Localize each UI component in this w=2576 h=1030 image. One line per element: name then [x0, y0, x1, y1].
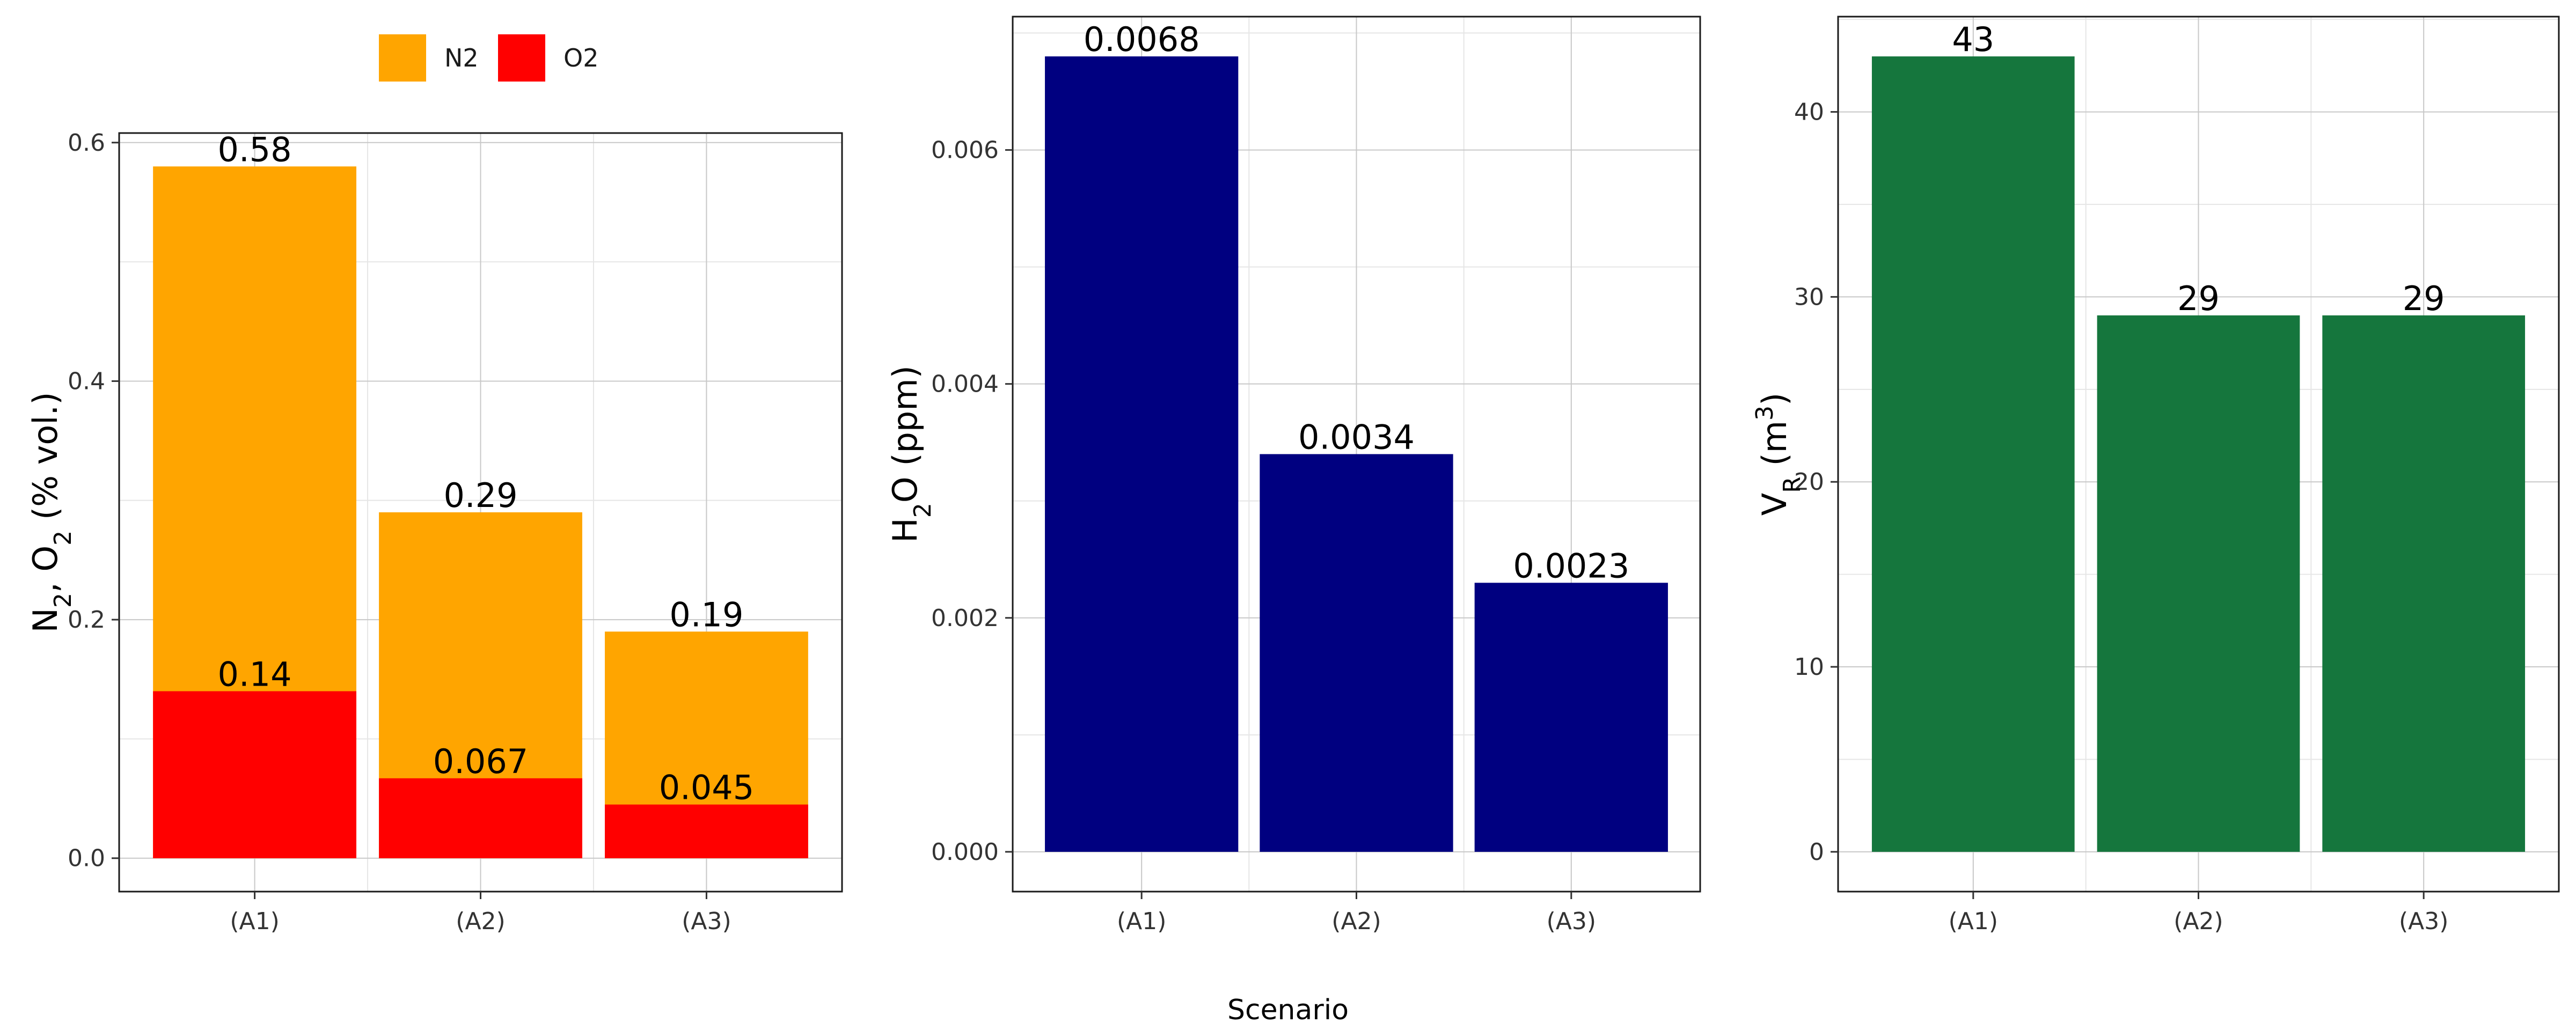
y-tick-label: 0.002 [931, 605, 999, 632]
x-tick-label: (A1) [1949, 908, 1998, 935]
data-label: 29 [2177, 279, 2220, 318]
bar-series0-2 [1474, 583, 1668, 852]
x-tick-label: (A1) [1117, 908, 1166, 935]
x-tick-label: (A1) [230, 908, 279, 935]
bar-o2-1 [379, 778, 582, 858]
x-tick-label: (A2) [2174, 908, 2223, 935]
y-tick-label: 0.0 [68, 845, 105, 872]
y-tick-label: 0.6 [68, 129, 105, 157]
bar-o2-2 [605, 804, 808, 858]
bar-series0-0 [1871, 56, 2075, 852]
legend-label-o2: O2 [564, 43, 598, 72]
legend-label-n2: N2 [444, 43, 479, 72]
y-tick-label: 30 [1794, 283, 1824, 311]
x-tick-label: (A2) [1331, 908, 1381, 935]
data-label: 0.14 [218, 654, 292, 694]
y-tick-label: 0.2 [68, 606, 105, 634]
data-label: 0.067 [433, 742, 529, 781]
y-tick-label: 0.4 [68, 367, 105, 395]
x-tick-label: (A3) [682, 908, 731, 935]
y-tick-label: 10 [1794, 653, 1824, 681]
bar-series0-0 [1045, 56, 1239, 852]
y-axis-title: N2, O2 (% vol.) [26, 392, 77, 633]
legend-swatch-o2 [498, 34, 545, 82]
y-tick-label: 0.000 [931, 838, 999, 866]
data-label: 43 [1952, 20, 1994, 59]
x-tick-label: (A3) [1547, 908, 1596, 935]
x-tick-label: (A2) [456, 908, 505, 935]
data-label: 29 [2403, 279, 2445, 318]
legend: N2 O2 [379, 34, 598, 82]
x-tick-label: (A3) [2399, 908, 2448, 935]
y-tick-label: 20 [1794, 468, 1824, 496]
y-axis-title: VR (m3) [1751, 393, 1806, 516]
y-tick-label: 0.004 [931, 371, 999, 398]
data-label: 0.0068 [1084, 20, 1200, 59]
data-label: 0.19 [669, 595, 743, 634]
data-label: 0.045 [659, 768, 755, 807]
panel-n2-o2: 0.58 0.29 0.19 0.14 0.067 0.045 0.0 0.2 0.4 0.6 (A… [26, 129, 843, 935]
panel-vr: 43 29 29 0 10 20 30 40 (A1) (A2) (A3) VR (m3) [1751, 16, 2560, 935]
bar-series0-1 [2097, 315, 2300, 852]
bar-series0-2 [2322, 315, 2526, 852]
y-tick-label: 0 [1809, 838, 1824, 866]
legend-swatch-n2 [379, 34, 426, 82]
bar-series0-1 [1260, 454, 1453, 852]
data-label: 0.0034 [1298, 418, 1415, 457]
bar-o2-0 [153, 691, 356, 858]
data-label: 0.0023 [1513, 546, 1629, 585]
y-tick-label: 40 [1794, 99, 1824, 126]
panel-h2o: 0.0068 0.0034 0.0023 0.000 0.002 0.004 0.006 (A… [885, 16, 1701, 935]
y-tick-label: 0.006 [931, 137, 999, 164]
data-label: 0.58 [218, 130, 292, 169]
x-axis-title: Scenario [1227, 994, 1349, 1026]
y-axis-title: H2O (ppm) [885, 365, 936, 543]
data-label: 0.29 [443, 476, 517, 515]
